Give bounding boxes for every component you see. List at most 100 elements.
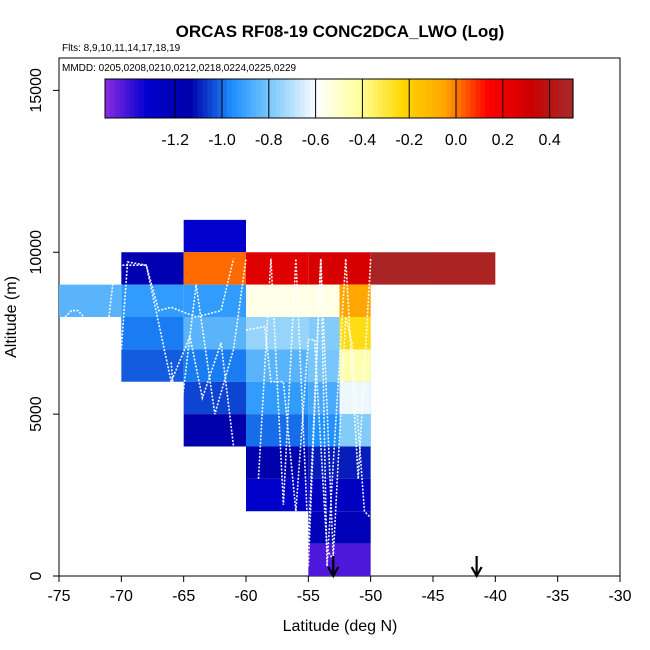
heatmap-cell (183, 219, 246, 253)
heatmap-subcell (339, 284, 371, 317)
colorbar: -1.2 -1.0 -0.8 -0.6 -0.4 -0.2 0.0 0.2 0.4 (104, 78, 574, 149)
x-tick-label: -55 (297, 588, 320, 605)
x-tick-label: -40 (484, 588, 507, 605)
colorbar-segment (534, 79, 540, 118)
flight-track (170, 258, 247, 441)
y-tick-label: 0 (28, 571, 45, 580)
colorbar-tick-label: 0.4 (538, 132, 560, 149)
colorbar-segment (519, 79, 525, 118)
colorbar-segment (324, 79, 330, 118)
colorbar-segment (421, 79, 428, 118)
colorbar-segment (514, 79, 520, 118)
colorbar-segment (183, 79, 189, 118)
flight-track (245, 325, 334, 561)
flight-track (64, 309, 85, 318)
colorbar-segment (348, 79, 355, 118)
y-tick-label: 15000 (28, 68, 45, 113)
arrow-head (327, 566, 340, 579)
colorbar-segment (490, 79, 496, 118)
heatmap-cell (433, 252, 496, 285)
colorbar-segment (402, 79, 408, 118)
colorbar-segment (553, 79, 559, 118)
x-tick-label: -35 (546, 588, 569, 605)
colorbar-segment (246, 79, 252, 118)
x-tick-label: -45 (421, 588, 444, 605)
x-tick-label: -30 (608, 588, 631, 605)
heatmap-cells (59, 219, 496, 576)
colorbar-segment (358, 79, 364, 118)
colorbar-segment (309, 79, 316, 118)
colorbar-segment (441, 79, 447, 118)
colorbar-segment (470, 79, 477, 118)
colorbar-segment (222, 79, 228, 118)
heatmap-cell (246, 414, 309, 447)
colorbar-tick-label: -0.8 (255, 132, 283, 149)
colorbar-segment (168, 79, 174, 118)
colorbar-segment (129, 79, 135, 118)
colorbar-segment (153, 79, 160, 118)
heatmap-cell (121, 349, 184, 382)
y-tick-label: 5000 (28, 396, 45, 432)
colorbar-segment (334, 79, 340, 118)
colorbar-segment (231, 79, 238, 118)
heatmap-cell (59, 284, 122, 317)
colorbar-segment (178, 79, 184, 118)
colorbar-segment (368, 79, 374, 118)
arrow-head (470, 566, 483, 579)
flight-track (120, 261, 235, 447)
colorbar-segment (290, 79, 296, 118)
colorbar-segment (465, 79, 472, 118)
colorbar-segment (363, 79, 369, 118)
chart-title: ORCAS RF08-19 CONC2DCA_LWO (Log) (176, 22, 505, 41)
colorbar-segment (158, 79, 165, 118)
colorbar-segment (173, 79, 179, 118)
heatmap-cell (121, 284, 184, 317)
colorbar-segment (373, 79, 379, 118)
colorbar-segment (480, 79, 486, 118)
colorbar-tick-label: -0.4 (349, 132, 377, 149)
colorbar-segment (144, 79, 150, 118)
colorbar-segment (139, 79, 145, 118)
heatmap-cell (308, 543, 371, 576)
colorbar-segment (304, 79, 311, 118)
colorbar-segment (241, 79, 247, 118)
colorbar-segment (563, 79, 569, 118)
colorbar-segment (446, 79, 452, 118)
colorbar-segment (417, 79, 423, 118)
flight-tracks (64, 258, 372, 567)
x-tick-label: -65 (172, 588, 195, 605)
colorbar-segment (270, 79, 277, 118)
axes: -75 -70 -65 -60 -55 -50 -45 -40 -35 -30 0 5000 10000… (28, 68, 632, 605)
heatmap-cell (370, 252, 433, 285)
colorbar-segment (568, 79, 574, 118)
colorbar-segment (295, 79, 301, 118)
colorbar-segment (124, 79, 130, 118)
colorbar-segment (475, 79, 481, 118)
colorbar-segment (163, 79, 169, 118)
heatmap-subcell (339, 381, 371, 415)
colorbar-tick-label: -1.0 (208, 132, 236, 149)
colorbar-segment (460, 79, 467, 118)
flight-track (307, 258, 372, 567)
colorbar-segment (300, 79, 306, 118)
colorbar-segment (280, 79, 286, 118)
heatmap-cell (246, 349, 309, 382)
arrows (327, 556, 483, 579)
colorbar-tick-label: -1.2 (161, 132, 189, 149)
colorbar-segment (485, 79, 491, 118)
heatmap-cell (246, 446, 309, 479)
colorbar-segment (339, 79, 345, 118)
colorbar-segment (451, 79, 457, 118)
colorbar-segment (109, 79, 116, 118)
x-axis-label: Latitude (deg N) (283, 618, 398, 635)
colorbar-segment (256, 79, 262, 118)
colorbar-segment (504, 79, 511, 118)
y-axis-label: Altitude (m) (3, 276, 20, 358)
colorbar-segment (382, 79, 389, 118)
colorbar-segment (543, 79, 550, 118)
colorbar-segment (212, 79, 218, 118)
colorbar-segment (407, 79, 413, 118)
colorbar-segment (314, 79, 321, 118)
heatmap-cell (246, 317, 309, 350)
